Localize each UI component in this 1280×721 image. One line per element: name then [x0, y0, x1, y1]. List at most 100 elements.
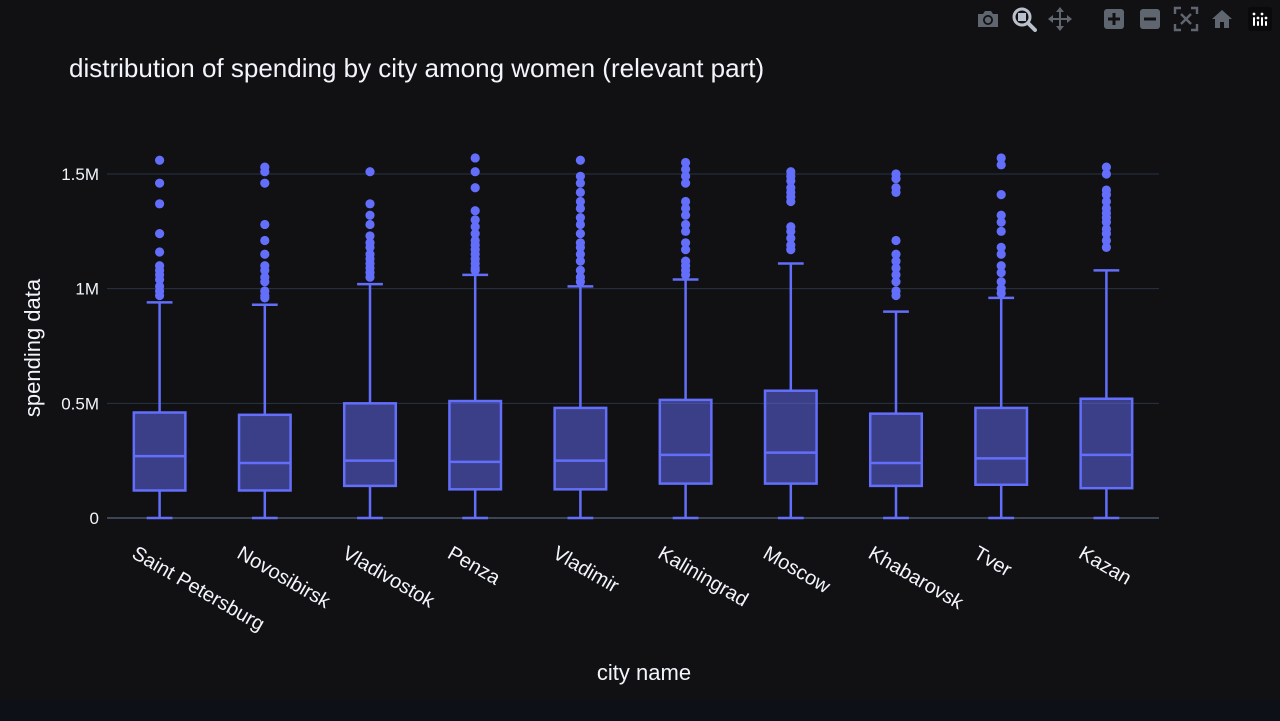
box-iqr[interactable] [342, 402, 398, 488]
outlier-point[interactable] [260, 219, 270, 230]
outlier-point[interactable] [470, 222, 480, 232]
outlier-point[interactable] [575, 219, 586, 230]
outlier-point[interactable] [155, 178, 165, 188]
outlier-point[interactable] [681, 226, 691, 236]
box-iqr[interactable] [1079, 397, 1134, 490]
outlier-point[interactable] [260, 178, 270, 188]
outlier-point[interactable] [681, 270, 691, 280]
outlier-point[interactable] [365, 231, 375, 241]
outlier-point[interactable] [470, 153, 480, 163]
outlier-point[interactable] [1101, 235, 1111, 246]
outlier-point[interactable] [996, 217, 1006, 227]
outlier-point[interactable] [786, 196, 796, 207]
outlier-point[interactable] [681, 203, 691, 213]
outlier-point[interactable] [470, 265, 480, 275]
box-trace-vladivostok[interactable] [342, 167, 398, 520]
outlier-point[interactable] [891, 277, 901, 287]
outlier-point[interactable] [575, 203, 586, 213]
outlier-point[interactable] [365, 272, 375, 282]
outlier-point[interactable] [891, 256, 901, 266]
outlier-point[interactable] [575, 249, 586, 259]
outlier-point[interactable] [786, 226, 796, 236]
box-iqr[interactable] [553, 406, 608, 491]
outlier-point[interactable] [260, 293, 270, 303]
pan-icon[interactable] [1045, 4, 1075, 34]
outlier-point[interactable] [470, 167, 480, 177]
outlier-point[interactable] [996, 160, 1006, 170]
outlier-point[interactable] [260, 265, 270, 275]
outlier-point[interactable] [470, 183, 480, 193]
outlier-point[interactable] [575, 265, 586, 275]
outlier-point[interactable] [996, 249, 1006, 259]
outlier-point[interactable] [996, 261, 1006, 271]
outlier-point[interactable] [155, 229, 165, 239]
box-iqr[interactable] [763, 389, 818, 485]
outlier-point[interactable] [1101, 242, 1111, 252]
outlier-point[interactable] [470, 229, 480, 239]
outlier-point[interactable] [365, 199, 375, 209]
outlier-point[interactable] [996, 268, 1006, 278]
outlier-point[interactable] [1101, 169, 1111, 179]
outlier-point[interactable] [681, 219, 691, 230]
zoom-in-icon[interactable] [1099, 4, 1129, 34]
box-iqr[interactable] [237, 413, 292, 492]
outlier-point[interactable] [260, 167, 270, 177]
outlier-point[interactable] [786, 245, 796, 255]
outlier-point[interactable] [575, 229, 586, 239]
outlier-point[interactable] [891, 249, 901, 259]
outlier-point[interactable] [681, 164, 691, 175]
box-iqr[interactable] [658, 398, 713, 485]
outlier-point[interactable] [260, 249, 270, 259]
box-iqr[interactable] [132, 411, 187, 492]
outlier-point[interactable] [575, 277, 586, 287]
outlier-point[interactable] [1101, 162, 1111, 172]
outlier-point[interactable] [891, 290, 901, 301]
outlier-point[interactable] [891, 187, 901, 197]
outlier-point[interactable] [575, 196, 586, 207]
box-trace-vladimir[interactable] [553, 155, 608, 520]
outlier-point[interactable] [996, 277, 1006, 287]
outlier-point[interactable] [470, 215, 480, 225]
outlier-point[interactable] [891, 263, 901, 273]
outlier-point[interactable] [575, 171, 586, 181]
outlier-point[interactable] [1101, 217, 1111, 227]
zoom-icon[interactable] [1009, 4, 1039, 34]
outlier-point[interactable] [575, 155, 586, 165]
outlier-point[interactable] [786, 233, 796, 243]
outlier-point[interactable] [365, 242, 375, 252]
outlier-point[interactable] [681, 171, 691, 181]
outlier-point[interactable] [365, 167, 375, 177]
box-trace-penza[interactable] [448, 153, 503, 520]
outlier-point[interactable] [996, 190, 1006, 200]
outlier-point[interactable] [1101, 190, 1111, 200]
outlier-point[interactable] [155, 247, 165, 257]
outlier-point[interactable] [996, 210, 1006, 220]
autoscale-icon[interactable] [1171, 4, 1201, 34]
zoom-out-icon[interactable] [1135, 4, 1165, 34]
box-trace-saint-petersburg[interactable] [132, 155, 187, 520]
outlier-point[interactable] [155, 155, 165, 165]
outlier-point[interactable] [365, 219, 375, 230]
home-icon[interactable] [1207, 4, 1237, 34]
box-trace-kaliningrad[interactable] [658, 157, 713, 520]
outlier-point[interactable] [891, 270, 901, 280]
outlier-point[interactable] [891, 235, 901, 246]
outlier-point[interactable] [681, 157, 691, 168]
outlier-point[interactable] [681, 238, 691, 248]
box-iqr[interactable] [448, 399, 503, 491]
camera-icon[interactable] [973, 4, 1003, 34]
outlier-point[interactable] [575, 187, 586, 197]
box-trace-moscow[interactable] [763, 167, 818, 520]
outlier-point[interactable] [681, 178, 691, 188]
outlier-point[interactable] [681, 196, 691, 207]
box-iqr[interactable] [868, 412, 924, 488]
outlier-point[interactable] [155, 274, 165, 285]
box-trace-khabarovsk[interactable] [868, 169, 924, 520]
outlier-point[interactable] [365, 210, 375, 220]
outlier-point[interactable] [575, 178, 586, 188]
box-trace-novosibirsk[interactable] [237, 162, 292, 520]
outlier-point[interactable] [786, 176, 796, 186]
outlier-point[interactable] [260, 235, 270, 246]
outlier-point[interactable] [996, 226, 1006, 236]
box-trace-kazan[interactable] [1079, 162, 1134, 520]
